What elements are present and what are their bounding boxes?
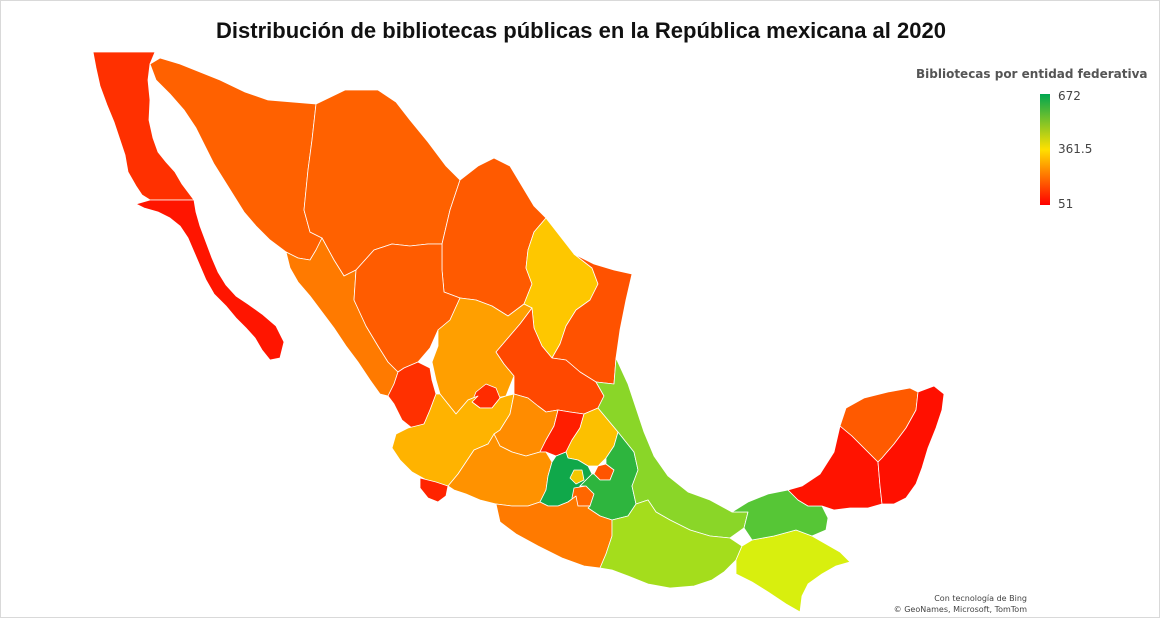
attribution-sources: © GeoNames, Microsoft, TomTom [893,605,1027,614]
state-sonora[interactable] [149,57,323,261]
legend-min-label: 51 [1058,197,1074,211]
state-oaxaca[interactable] [599,499,743,589]
state-quintana-roo[interactable] [877,385,945,505]
map-title: Distribución de bibliotecas públicas en … [216,18,946,43]
legend-color-scale [1040,94,1050,205]
state-guerrero[interactable] [495,495,613,569]
state-chiapas[interactable] [735,529,851,613]
legend-title: Bibliotecas por entidad federativa [916,67,1148,81]
state-tabasco[interactable] [731,489,829,541]
state-colima[interactable] [419,477,449,503]
legend-mid-label: 361.5 [1058,142,1093,156]
attribution-bing: Con tecnología de Bing [934,594,1027,603]
state-ciudad-de-mexico[interactable] [569,469,585,485]
state-baja-california-sur[interactable] [135,199,285,361]
legend-max-label: 672 [1058,89,1081,103]
